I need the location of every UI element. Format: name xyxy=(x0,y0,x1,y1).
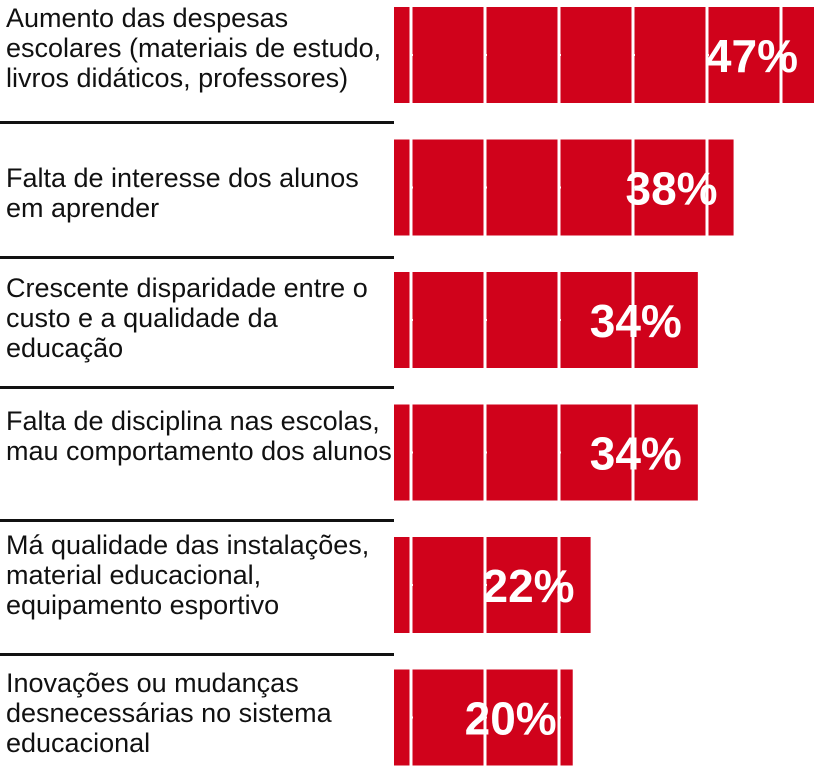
category-label: Inovações ou mudanças desnecessárias no … xyxy=(6,668,332,758)
bar xyxy=(394,669,573,766)
bar-value-label: 22% xyxy=(483,560,575,612)
bar xyxy=(394,272,698,368)
row-separator xyxy=(0,653,394,656)
bar-value-label: 34% xyxy=(590,428,682,480)
category-label: Aumento das despesas escolares (materiai… xyxy=(6,3,382,93)
bar-value-label: 38% xyxy=(625,163,717,215)
category-label: Má qualidade das instalações, material e… xyxy=(6,530,370,620)
row-separator xyxy=(0,121,394,124)
row-separator xyxy=(0,256,394,259)
row-separator xyxy=(0,386,394,389)
category-label: Crescente disparidade entre o custo e a … xyxy=(6,273,368,363)
bar xyxy=(394,404,698,501)
category-label: Falta de interesse dos alunos em aprende… xyxy=(6,163,359,223)
bar-value-label: 34% xyxy=(590,295,682,347)
bar-value-label: 47% xyxy=(706,30,798,82)
bar-group: 20% xyxy=(394,669,573,766)
bar-group: 38% xyxy=(394,139,734,236)
bar-group: 22% xyxy=(394,537,591,633)
bar-group: 47% xyxy=(394,7,814,103)
bar-value-label: 20% xyxy=(465,693,557,745)
bar xyxy=(394,7,814,103)
bar xyxy=(394,139,734,236)
row-separator xyxy=(0,519,394,522)
bar-group: 34% xyxy=(394,272,698,368)
category-label: Falta de disciplina nas escolas, mau com… xyxy=(6,406,392,466)
bar-group: 34% xyxy=(394,404,698,501)
